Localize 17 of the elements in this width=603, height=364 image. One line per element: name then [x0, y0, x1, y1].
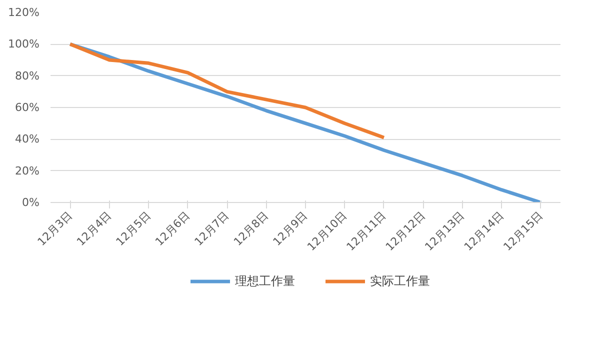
legend-label: 实际工作量 — [370, 272, 430, 290]
y-tick-label: 40% — [15, 132, 40, 146]
x-tick-label: 12月7日 — [192, 208, 232, 248]
x-tick-label: 12月8日 — [231, 208, 271, 248]
x-tick-label: 12月4日 — [74, 208, 114, 248]
x-tick-label: 12月5日 — [114, 208, 154, 248]
y-tick-label: 120% — [8, 6, 40, 19]
line-series — [68, 42, 543, 202]
y-tick-label: 60% — [15, 101, 40, 114]
legend-label: 理想工作量 — [235, 272, 295, 290]
line-series — [68, 42, 386, 140]
y-tick-label: 0% — [22, 196, 40, 209]
y-tick-label: 100% — [8, 38, 40, 51]
x-tick-label: 12月3日 — [35, 208, 75, 248]
y-tick-label: 20% — [15, 164, 40, 178]
x-tick-label: 12月6日 — [152, 208, 192, 248]
y-tick-label: 80% — [15, 69, 40, 82]
